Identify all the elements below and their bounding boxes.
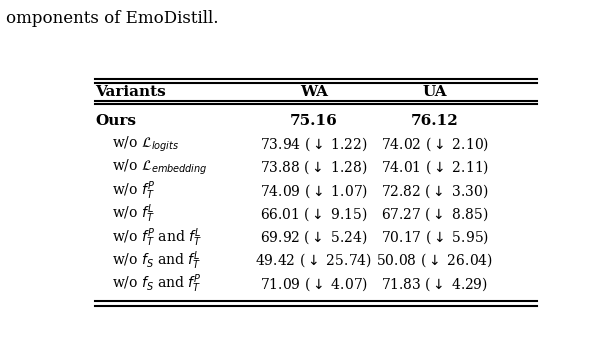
Text: 70.17 ($\downarrow$ 5.95): 70.17 ($\downarrow$ 5.95) — [381, 228, 488, 246]
Text: w/o $f_T^P$: w/o $f_T^P$ — [112, 179, 155, 202]
Text: 73.94 ($\downarrow$ 1.22): 73.94 ($\downarrow$ 1.22) — [259, 135, 368, 153]
Text: w/o $f_S$ and $f_T^P$: w/o $f_S$ and $f_T^P$ — [112, 273, 201, 295]
Text: w/o $\mathcal{L}_{embedding}$: w/o $\mathcal{L}_{embedding}$ — [112, 158, 207, 177]
Text: UA: UA — [422, 85, 447, 99]
Text: Ours: Ours — [95, 114, 136, 128]
Text: omponents of EmoDistill.: omponents of EmoDistill. — [6, 10, 218, 27]
Text: 75.16: 75.16 — [289, 114, 338, 128]
Text: 74.01 ($\downarrow$ 2.11): 74.01 ($\downarrow$ 2.11) — [381, 159, 488, 176]
Text: 74.09 ($\downarrow$ 1.07): 74.09 ($\downarrow$ 1.07) — [259, 182, 368, 200]
Text: 50.08 ($\downarrow$ 26.04): 50.08 ($\downarrow$ 26.04) — [376, 252, 493, 269]
Text: 66.01 ($\downarrow$ 9.15): 66.01 ($\downarrow$ 9.15) — [259, 205, 368, 223]
Text: Variants: Variants — [95, 85, 166, 99]
Text: 69.92 ($\downarrow$ 5.24): 69.92 ($\downarrow$ 5.24) — [260, 228, 367, 246]
Text: w/o $f_S$ and $f_T^L$: w/o $f_S$ and $f_T^L$ — [112, 249, 201, 272]
Text: 76.12: 76.12 — [411, 114, 458, 128]
Text: 49.42 ($\downarrow$ 25.74): 49.42 ($\downarrow$ 25.74) — [255, 252, 372, 269]
Text: w/o $\mathcal{L}_{logits}$: w/o $\mathcal{L}_{logits}$ — [112, 135, 179, 154]
Text: 67.27 ($\downarrow$ 8.85): 67.27 ($\downarrow$ 8.85) — [381, 205, 488, 223]
Text: 71.83 ($\downarrow$ 4.29): 71.83 ($\downarrow$ 4.29) — [381, 275, 488, 293]
Text: w/o $f_T^L$: w/o $f_T^L$ — [112, 203, 155, 225]
Text: 71.09 ($\downarrow$ 4.07): 71.09 ($\downarrow$ 4.07) — [259, 275, 368, 293]
Text: 74.02 ($\downarrow$ 2.10): 74.02 ($\downarrow$ 2.10) — [381, 135, 488, 153]
Text: WA: WA — [300, 85, 327, 99]
Text: w/o $f_T^P$ and $f_T^L$: w/o $f_T^P$ and $f_T^L$ — [112, 226, 202, 249]
Text: 72.82 ($\downarrow$ 3.30): 72.82 ($\downarrow$ 3.30) — [381, 182, 488, 200]
Text: 73.88 ($\downarrow$ 1.28): 73.88 ($\downarrow$ 1.28) — [260, 159, 367, 176]
